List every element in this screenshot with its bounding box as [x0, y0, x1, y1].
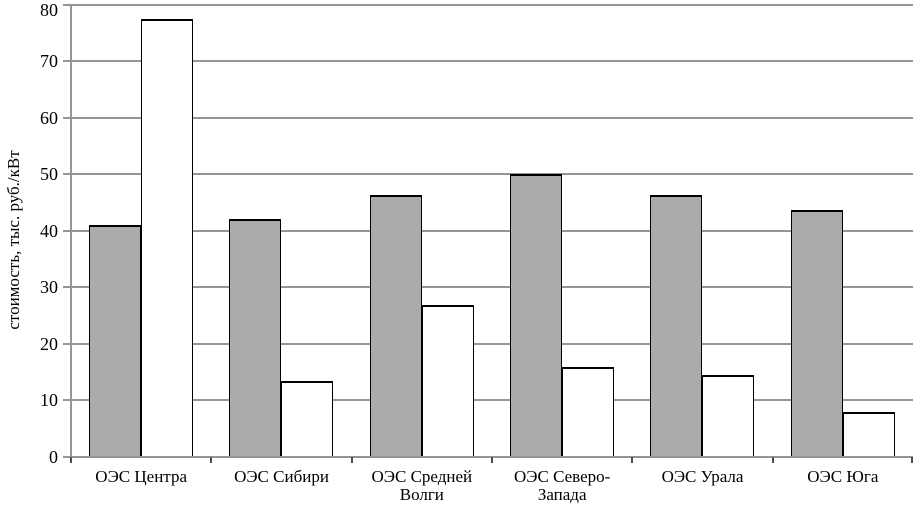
bar-white-bars [281, 380, 334, 458]
y-tick-label: 20 [40, 333, 58, 354]
gridline [71, 3, 913, 6]
x-category-label: ОЭС Центра [95, 467, 187, 486]
y-axis-tick [63, 455, 71, 458]
x-axis-tick [350, 457, 353, 463]
y-axis-line [70, 4, 72, 458]
y-axis-tick [63, 3, 71, 6]
gridline [71, 173, 913, 176]
gridline [71, 342, 913, 345]
gridline [71, 229, 913, 232]
gridline [71, 116, 913, 119]
y-tick-label: 0 [49, 446, 58, 467]
y-axis-tick [63, 60, 71, 63]
y-tick-label: 70 [40, 51, 58, 72]
y-tick-label: 40 [40, 220, 58, 241]
bar-gray-bars [369, 195, 422, 458]
y-tick-label: 30 [40, 277, 58, 298]
bar-gray-bars [790, 209, 843, 458]
bar-white-bars [842, 411, 895, 458]
bar-white-bars [702, 375, 755, 458]
x-category-label: ОЭС Сибири [234, 467, 329, 486]
x-axis-tick [911, 457, 913, 463]
bar-gray-bars [650, 195, 703, 458]
x-category-label: ОЭС Урала [661, 467, 744, 486]
gridline [71, 286, 913, 289]
bar-white-bars [141, 18, 193, 458]
x-category-label: ОЭС Северо- Запада [513, 467, 611, 504]
y-axis-tick [63, 116, 71, 119]
x-axis-line [71, 455, 913, 458]
bar-gray-bars [510, 174, 562, 458]
bar-gray-bars [229, 219, 282, 458]
y-tick-label: 50 [40, 164, 58, 185]
y-axis-tick [63, 399, 71, 402]
gridline [71, 60, 913, 63]
x-axis-tick [70, 457, 72, 463]
y-tick-label: 10 [40, 390, 58, 411]
y-axis-tick [63, 286, 71, 289]
y-tick-label: 60 [40, 107, 58, 128]
y-tick-label: 80 [40, 0, 58, 20]
x-axis-tick [210, 457, 213, 463]
x-category-label: ОЭС Юга [807, 467, 879, 486]
gridline [71, 399, 913, 402]
x-category-label: ОЭС Средней Волги [371, 467, 473, 504]
y-axis-tick [63, 229, 71, 232]
bar-white-bars [421, 305, 474, 458]
x-axis-tick [771, 457, 774, 463]
bar-gray-bars [89, 225, 141, 458]
y-axis-tick [63, 173, 71, 176]
x-axis-tick [491, 457, 493, 463]
y-axis-tick [63, 342, 71, 345]
bar-white-bars [562, 367, 614, 458]
x-axis-tick [631, 457, 634, 463]
